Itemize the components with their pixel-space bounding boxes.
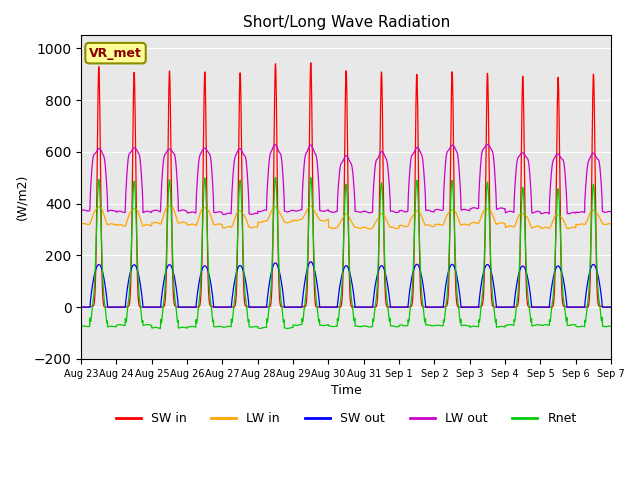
SW out — [373, 274, 381, 279]
LW out — [373, 156, 381, 162]
Rnet — [284, 325, 291, 331]
Line: LW in: LW in — [81, 206, 611, 229]
Rnet — [500, 324, 508, 330]
LW in — [500, 221, 508, 227]
Line: SW out: SW out — [81, 262, 611, 307]
LW in — [607, 221, 615, 227]
Rnet — [272, 175, 280, 180]
SW in — [373, 301, 381, 307]
SW in — [561, 304, 568, 310]
LW out — [561, 167, 568, 173]
Text: VR_met: VR_met — [89, 47, 142, 60]
LW in — [362, 225, 369, 230]
LW out — [500, 206, 508, 212]
SW out — [561, 283, 568, 289]
Rnet — [225, 324, 233, 329]
SW out — [77, 304, 85, 310]
LW in — [77, 221, 85, 227]
Line: Rnet: Rnet — [81, 178, 611, 328]
Rnet — [607, 324, 615, 329]
SW in — [607, 304, 615, 310]
LW in — [373, 217, 381, 223]
SW out — [575, 304, 583, 310]
LW in — [365, 226, 373, 232]
LW in — [225, 224, 233, 229]
Rnet — [362, 323, 369, 329]
Y-axis label: (W/m2): (W/m2) — [15, 174, 28, 220]
SW in — [500, 304, 508, 310]
LW in — [561, 220, 568, 226]
LW in — [307, 203, 314, 209]
SW in — [77, 304, 85, 310]
SW in — [225, 304, 233, 310]
Title: Short/Long Wave Radiation: Short/Long Wave Radiation — [243, 15, 450, 30]
LW out — [225, 210, 233, 216]
SW in — [307, 60, 315, 66]
LW out — [77, 208, 85, 214]
SW out — [225, 304, 233, 310]
LW out — [575, 209, 583, 215]
Rnet — [373, 283, 381, 289]
SW out — [500, 304, 508, 310]
Line: SW in: SW in — [81, 63, 611, 307]
Rnet — [575, 324, 583, 330]
SW in — [362, 304, 369, 310]
Line: LW out: LW out — [81, 144, 611, 215]
LW out — [362, 208, 369, 214]
LW out — [607, 209, 615, 215]
X-axis label: Time: Time — [331, 384, 362, 397]
Rnet — [77, 324, 85, 329]
SW in — [575, 304, 583, 310]
SW out — [607, 304, 615, 310]
SW out — [307, 259, 314, 264]
LW out — [220, 212, 228, 217]
SW out — [362, 304, 369, 310]
Legend: SW in, LW in, SW out, LW out, Rnet: SW in, LW in, SW out, LW out, Rnet — [111, 407, 582, 430]
LW in — [575, 222, 583, 228]
Rnet — [561, 305, 568, 311]
LW out — [271, 142, 279, 147]
